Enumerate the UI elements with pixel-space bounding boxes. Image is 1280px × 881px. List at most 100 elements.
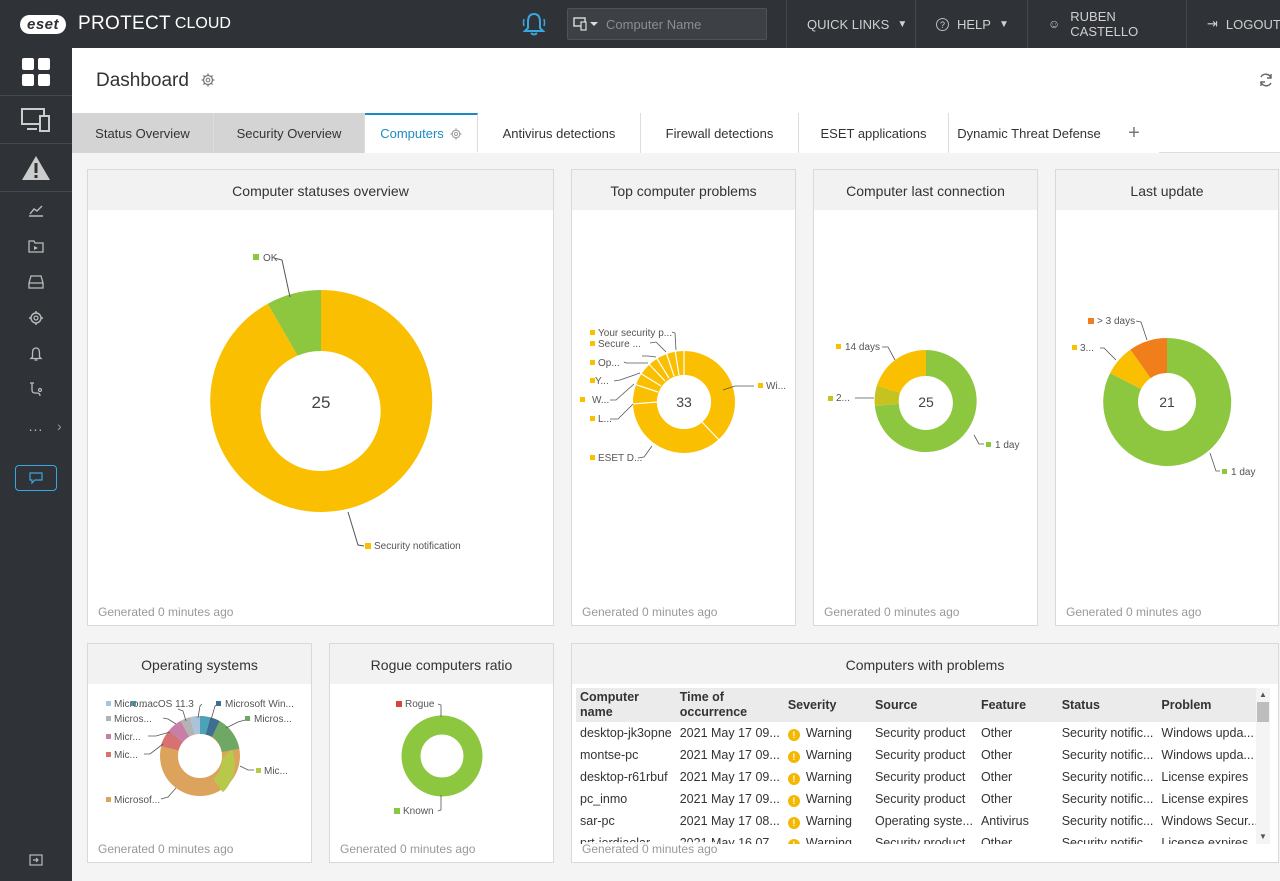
legend-l: L...: [598, 414, 612, 425]
cell-computer-name[interactable]: montse-pc: [580, 748, 639, 762]
tab-firewall-detections[interactable]: Firewall detections: [641, 113, 799, 153]
table-row[interactable]: montse-pc 2021 May 17 09... ! Warning Sec…: [576, 744, 1262, 766]
tab-dynamic-threat-defense[interactable]: Dynamic Threat Defense: [949, 113, 1109, 153]
card-computer-last-connection: Computer last connection 25 14 days 2...…: [813, 169, 1038, 626]
status-overview-icon[interactable]: [0, 373, 72, 407]
table-row[interactable]: desktop-r61rbuf 2021 May 17 09... ! Warni…: [576, 766, 1262, 788]
collapse-icon[interactable]: [0, 843, 72, 877]
computer-name-input[interactable]: [604, 15, 754, 33]
quick-links-menu[interactable]: QUICK LINKS ▼: [786, 0, 915, 48]
tab-computers[interactable]: Computers: [365, 113, 478, 153]
donut-segment-micr-pink[interactable]: [168, 721, 190, 743]
plus-icon: +: [1128, 121, 1140, 144]
table-scrollbar[interactable]: ▲ ▼: [1256, 688, 1270, 844]
notifications-icon[interactable]: [0, 337, 72, 371]
legend-1-day: 1 day: [1231, 467, 1255, 478]
column-header-severity[interactable]: Severity: [783, 688, 871, 722]
gear-icon[interactable]: [201, 73, 215, 87]
last-update-donut-chart: 21 > 3 days 3... 1 day: [1072, 316, 1255, 478]
add-tab-button[interactable]: +: [1109, 113, 1159, 153]
donut-segment-2[interactable]: [874, 385, 900, 407]
cell-problem: Windows upda...: [1161, 748, 1254, 762]
top-bar: eset PROTECT CLOUD QUICK LINKS ▼ ? HELP …: [0, 0, 1280, 48]
table-row[interactable]: desktop-jk3opne 2021 May 17 09... ! Warni…: [576, 722, 1262, 744]
user-menu[interactable]: ☺ RUBEN CASTELLO: [1027, 0, 1186, 48]
refresh-icon[interactable]: [1258, 72, 1274, 88]
cell-computer-name[interactable]: sar-pc: [580, 814, 615, 828]
column-header-status[interactable]: Status: [1057, 688, 1158, 722]
scroll-thumb[interactable]: [1257, 702, 1269, 722]
installers-icon[interactable]: [0, 265, 72, 299]
dashboard-icon[interactable]: [0, 48, 72, 96]
cell-status: Security notific...: [1061, 770, 1154, 784]
cell-computer-name[interactable]: desktop-r61rbuf: [580, 770, 668, 784]
eset-logo[interactable]: eset PROTECT CLOUD: [20, 13, 231, 35]
donut-segment-14-days[interactable]: [876, 349, 926, 393]
severity-label: Warning: [805, 791, 852, 806]
cell-computer-name[interactable]: pc_inmo: [580, 792, 628, 806]
policies-icon[interactable]: [0, 301, 72, 335]
table-row[interactable]: pc_inmo 2021 May 17 09... ! Warning Secur…: [576, 788, 1262, 810]
logo-brand: eset: [20, 14, 67, 34]
tab-status-overview[interactable]: Status Overview: [72, 113, 214, 153]
column-header-computer-name[interactable]: Computer name: [576, 688, 676, 722]
column-header-time[interactable]: Time of occurrence: [675, 688, 784, 722]
donut-segment-1-day[interactable]: [874, 350, 977, 452]
donut-segment-mic-red[interactable]: [160, 731, 183, 751]
legend-microsof: Microsof...: [114, 795, 160, 806]
donut-segment-security-notification[interactable]: [210, 289, 433, 512]
cell-computer-name[interactable]: desktop-jk3opne: [580, 726, 672, 740]
cell-computer-name[interactable]: prt-jordiaolar: [580, 836, 651, 844]
donut-segment-more-than-3-days[interactable]: [1130, 338, 1167, 379]
legend-2: 2...: [836, 393, 850, 404]
cell-feature: Other: [980, 748, 1013, 762]
logout-button[interactable]: ⇥ LOGOUT: [1186, 0, 1280, 48]
sidebar: ... ›: [0, 48, 72, 881]
rogue-donut-chart: Rogue Known: [394, 699, 483, 817]
donut-segment-micro-grey[interactable]: [189, 716, 200, 735]
logout-label: LOGOUT: [1225, 16, 1280, 32]
donut-segment-3[interactable]: [1110, 349, 1151, 389]
table-row[interactable]: prt-jordiaolar 2021 May 16 07... ! Warnin…: [576, 832, 1262, 844]
tasks-icon[interactable]: [0, 229, 72, 263]
cell-feature: Other: [980, 792, 1013, 806]
donut-segment-mic-right[interactable]: [213, 749, 235, 793]
column-header-feature[interactable]: Feature: [976, 688, 1058, 722]
column-header-problem[interactable]: Problem: [1157, 688, 1262, 722]
cell-status: Security notific...: [1061, 792, 1154, 806]
user-label: RUBEN CASTELLO: [1070, 9, 1139, 39]
table-row[interactable]: sar-pc 2021 May 17 08... ! Warning Operat…: [576, 810, 1262, 832]
chevron-down-icon: ▼: [998, 18, 1009, 30]
cell-time: 2021 May 17 09...: [679, 770, 780, 784]
cell-severity: ! Warning: [784, 766, 871, 788]
problems-table-container: Computer name Time of occurrence Severit…: [576, 688, 1262, 844]
column-header-source[interactable]: Source: [870, 688, 977, 722]
scroll-down-icon[interactable]: ▼: [1259, 832, 1267, 841]
legend-micros-grey: Micros...: [114, 714, 152, 725]
more-icon[interactable]: ... ›: [0, 409, 72, 443]
donut-segment-1-day[interactable]: [1103, 337, 1232, 466]
donut-segment-micros-green[interactable]: [212, 721, 240, 752]
tab-gear-icon[interactable]: [450, 127, 462, 140]
donut-segment-known[interactable]: [401, 715, 483, 797]
donut-segment-macos-teal[interactable]: [200, 716, 211, 735]
donut-segment-micros-grey[interactable]: [180, 717, 195, 737]
card-title: Last update: [1056, 170, 1278, 210]
device-filter-icon[interactable]: [568, 9, 604, 39]
computers-icon[interactable]: [0, 96, 72, 144]
cell-source: Security product: [874, 770, 966, 784]
reports-icon[interactable]: [0, 193, 72, 227]
tab-eset-applications[interactable]: ESET applications: [799, 113, 949, 153]
help-menu[interactable]: ? HELP ▼: [915, 0, 1027, 48]
bell-icon[interactable]: [521, 11, 547, 37]
tab-security-overview[interactable]: Security Overview: [214, 113, 365, 153]
scroll-up-icon[interactable]: ▲: [1259, 690, 1267, 699]
tab-antivirus-detections[interactable]: Antivirus detections: [478, 113, 641, 153]
detections-icon[interactable]: [0, 144, 72, 192]
donut-segment-ok[interactable]: [267, 290, 321, 356]
donut-segment-win-blue[interactable]: [205, 717, 220, 737]
user-icon: ☺: [1048, 17, 1061, 31]
feedback-icon[interactable]: [0, 461, 72, 495]
cell-problem: License expires: [1161, 792, 1249, 806]
cell-source: Security product: [874, 792, 966, 806]
